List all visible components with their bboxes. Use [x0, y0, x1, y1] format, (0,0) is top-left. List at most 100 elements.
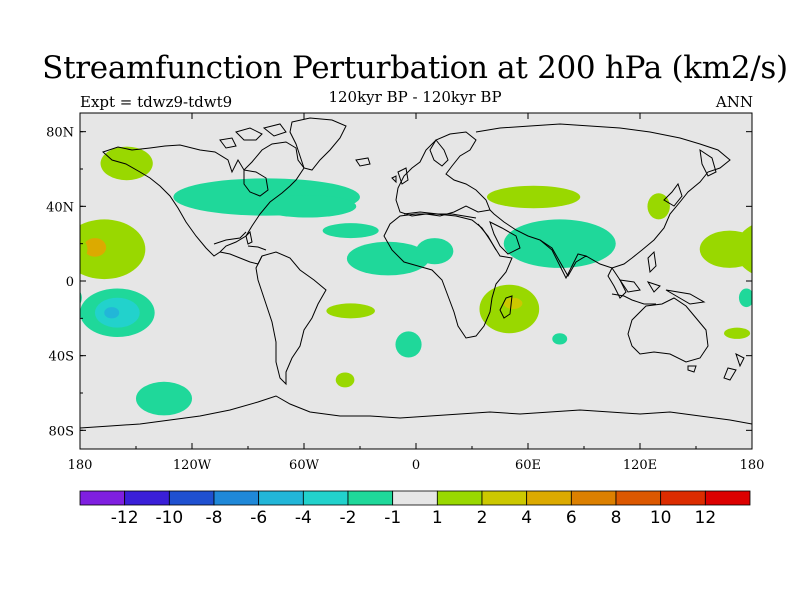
colorbar-label: -4	[295, 508, 312, 528]
antarctica-coastline	[80, 395, 752, 429]
colorbar-label: 6	[566, 508, 577, 528]
south-america-coastline	[255, 251, 327, 386]
map-axes: 180 120W 60W 0 60E 120E 180 80N 40N 0 40S 80S	[46, 113, 764, 473]
colorbar-box	[302, 490, 349, 506]
anomaly-region	[104, 307, 120, 319]
experiment-label: Expt = tdwz9-tdwt9	[80, 93, 233, 111]
colorbar-label: -2	[340, 508, 357, 528]
mediterranean	[403, 211, 477, 219]
anomaly-region	[322, 223, 379, 239]
kamchatka	[699, 148, 717, 177]
coastlines	[80, 117, 752, 429]
iceland	[355, 157, 371, 167]
anomaly-region	[724, 327, 751, 339]
season-label: ANN	[715, 93, 753, 111]
anomaly-region	[738, 288, 752, 308]
colorbar-label: 12	[695, 508, 717, 528]
europe-coastline	[395, 131, 491, 217]
colorbar-label: 1	[432, 508, 443, 528]
lat-tick-label: 80S	[49, 424, 74, 439]
philippines	[647, 250, 657, 274]
anomaly-region	[479, 284, 540, 334]
colorbar-box	[570, 490, 617, 506]
lon-tick-label: 120E	[623, 458, 657, 473]
colorbar-box	[481, 490, 528, 506]
japan	[663, 182, 683, 207]
arctic-islands	[219, 123, 287, 149]
lat-tick-label: 80N	[46, 126, 74, 141]
colorbar-box	[615, 490, 662, 506]
scandinavia	[429, 139, 449, 167]
colorbar-box	[168, 490, 215, 506]
anomaly-region	[752, 288, 800, 337]
new-zealand	[723, 353, 745, 381]
colorbar-label: 2	[477, 508, 488, 528]
anomaly-region	[326, 303, 375, 319]
lon-tick-label: 180	[68, 458, 93, 473]
colorbar-box	[392, 490, 438, 506]
lat-tick-label: 0	[66, 275, 74, 290]
colorbar-label: 10	[650, 508, 672, 528]
anomaly-region	[699, 230, 752, 268]
plot-subtitle: 120kyr BP - 120kyr BP	[328, 88, 502, 106]
anomaly-region	[486, 185, 581, 209]
anomaly-region	[503, 297, 523, 309]
colorbar-box	[258, 490, 304, 506]
colorbar-box	[526, 490, 572, 506]
lon-tick-label: 60E	[515, 458, 541, 473]
australia-coastline	[627, 297, 709, 363]
india	[539, 239, 587, 280]
anomaly-region	[83, 238, 107, 257]
colorbar: -12 -10 -8 -6 -4 -2 -1 1 2 4 6 8 10 12	[79, 490, 751, 528]
lon-tick-label: 180	[740, 458, 765, 473]
anomaly-region	[80, 219, 146, 280]
colorbar-label: -1	[384, 508, 401, 528]
anomaly-region	[136, 381, 192, 416]
anomaly-region	[335, 372, 355, 388]
colorbar-label: -12	[111, 508, 139, 528]
anomaly-region	[259, 195, 357, 218]
anomaly-region	[395, 331, 422, 358]
british-isles	[391, 167, 409, 185]
colorbar-box	[213, 490, 260, 506]
anomaly-region	[52, 328, 78, 339]
colorbar-label: -8	[206, 508, 223, 528]
lat-tick-label: 40S	[49, 350, 74, 365]
hudson-bay	[243, 169, 269, 197]
greenland-coastline	[289, 117, 347, 171]
map-background	[80, 113, 752, 449]
lon-tick-label: 60W	[289, 458, 320, 473]
colorbar-box	[79, 490, 126, 506]
anomaly-region	[346, 241, 430, 276]
colorbar-label: -6	[250, 508, 267, 528]
florida	[245, 230, 253, 245]
asia-coastline	[475, 123, 731, 278]
tasmania	[687, 365, 697, 373]
colorbar-label: 8	[611, 508, 622, 528]
cuba	[247, 245, 267, 251]
red-sea	[477, 223, 497, 251]
colorbar-box	[347, 490, 394, 506]
central-america	[219, 251, 263, 265]
colorbar-box	[124, 490, 170, 506]
north-america-coastline	[102, 141, 305, 257]
anomaly-region	[552, 333, 568, 345]
colorbar-label: 4	[521, 508, 532, 528]
arabia	[489, 221, 521, 255]
colorbar-box	[436, 490, 483, 506]
anomaly-region	[756, 238, 778, 257]
colorbar-box	[660, 490, 706, 506]
colorbar-label: -10	[155, 508, 183, 528]
madagascar	[499, 295, 513, 319]
anomaly-region	[80, 236, 88, 262]
lat-tick-label: 40N	[46, 200, 74, 215]
indonesia	[611, 279, 706, 305]
anomaly-region	[503, 219, 616, 268]
plot-title: Streamfunction Perturbation at 200 hPa (…	[42, 50, 788, 86]
anomaly-region	[416, 238, 454, 265]
lon-tick-label: 0	[412, 458, 420, 473]
africa-coastline	[383, 213, 513, 339]
gulf-coast	[213, 231, 247, 245]
lon-tick-label: 120W	[173, 458, 212, 473]
